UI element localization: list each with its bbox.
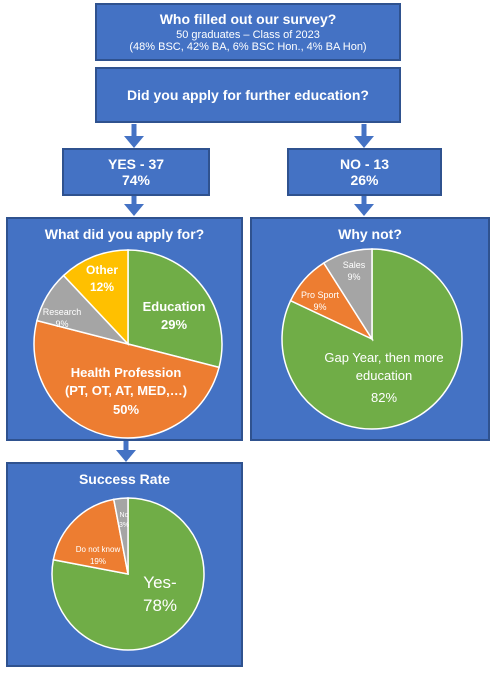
survey-subtitle-line1: 50 graduates – Class of 2023 [176,29,320,41]
pie1-label-research: Research [43,307,82,317]
pie2-value-pro-sport: 9% [313,302,326,312]
pie1-value-health: 50% [113,402,139,417]
yes-label: YES - 37 [107,156,165,172]
applied-panel: What did you apply for? Education 29% He… [6,217,243,441]
pie1-slice-health-profession-pt-ot-at-med [33,319,220,439]
applied-panel-title: What did you apply for? [44,226,205,242]
pie2-label-gap-2: education [356,368,412,383]
survey-subtitle-line2: (48% BSC, 42% BA, 6% BSC Hon., 4% BA Hon… [129,41,367,53]
pie2-label-pro-sport: Pro Sport [301,290,340,300]
yes-percent: 74% [121,172,151,188]
yes-box: YES - 37 74% [62,148,210,196]
pie3-label-no: No [120,512,129,519]
pie1-slice-education [127,249,223,369]
no-label: NO - 13 [339,156,389,172]
pie3-value-yes: 78% [143,596,177,615]
pie1-label-education: Education [143,299,206,314]
pie1-label-other: Other [86,263,118,277]
pie3-label-dont-know: Do not know [76,545,121,554]
survey-header-box: Who filled out our survey? 50 graduates … [95,3,401,61]
success-panel: Success Rate Yes- 78% Do not know 19% No… [6,462,243,667]
no-box: NO - 13 26% [287,148,442,196]
arrow-to-yes [124,124,144,148]
pie2-slice-sales [322,248,373,342]
pie2-label-sales: Sales [343,260,366,270]
why-not-pie-chart: Gap Year, then more education 82% Pro Sp… [281,248,463,430]
pie3-value-dont-know: 19% [90,557,106,566]
pie1-value-education: 29% [161,317,187,332]
survey-title: Who filled out our survey? [159,11,337,27]
applied-pie-chart: Education 29% Health Profession (PT, OT,… [33,249,223,439]
question-text: Did you apply for further education? [127,87,369,103]
pie2-value-gap: 82% [371,390,397,405]
pie3-slice-no [112,497,129,575]
why-not-panel-title: Why not? [338,226,402,242]
why-not-panel: Why not? Gap Year, then more education 8… [250,217,490,441]
question-box: Did you apply for further education? [95,67,401,123]
arrow-yes-to-applied [124,195,144,216]
pie3-slice-do-not-know [52,498,129,575]
success-pie-chart: Yes- 78% Do not know 19% No 3% [51,497,205,651]
pie3-slice-yes [51,497,205,651]
arrow-applied-to-success [116,441,136,462]
pie1-value-research: 9% [55,319,68,329]
arrow-to-no [354,124,374,148]
pie2-value-sales: 9% [347,272,360,282]
success-panel-title: Success Rate [78,471,171,487]
arrow-no-to-why-not [354,195,374,216]
pie1-label-health-2: (PT, OT, AT, MED,…) [65,383,187,398]
pie1-label-health-1: Health Profession [71,365,182,380]
pie3-label-yes: Yes- [143,573,176,592]
no-percent: 26% [350,172,379,188]
pie3-value-no: 3% [119,522,129,529]
pie1-slice-other [62,249,129,346]
pie2-label-gap-1: Gap Year, then more [324,350,443,365]
pie1-value-other: 12% [90,280,114,294]
